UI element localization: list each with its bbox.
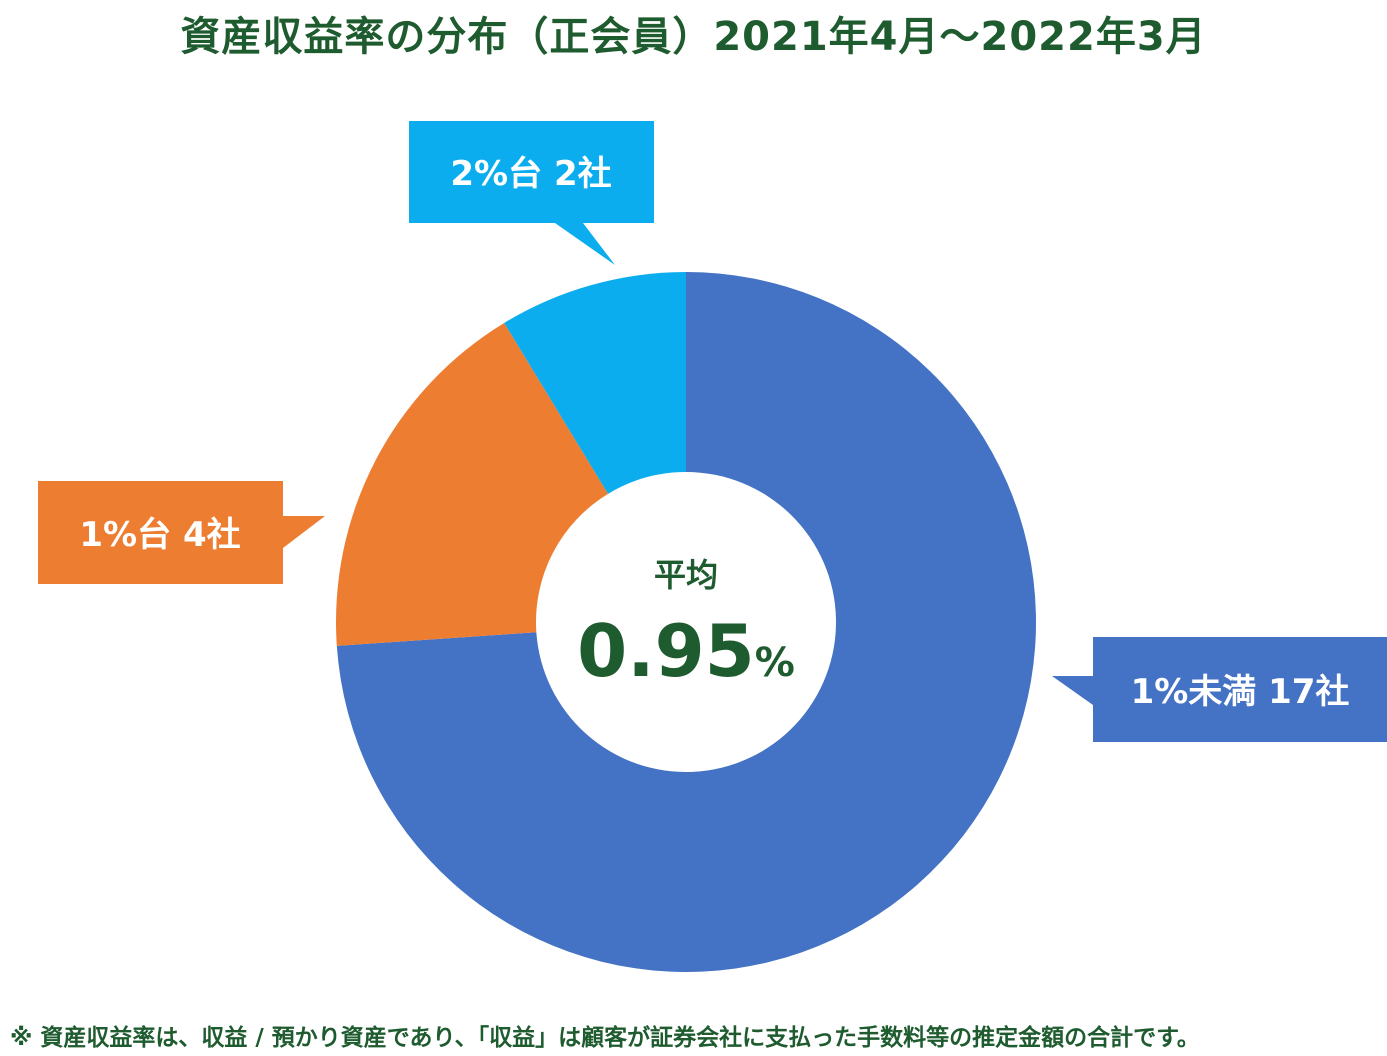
- footnote: ※ 資産収益率は、収益 / 預かり資産であり、「収益」は顧客が証券会社に支払った…: [10, 1025, 1200, 1051]
- callout-box-2pct: [409, 121, 654, 265]
- callout-label-lt1pct: 1%未満 17社: [1131, 672, 1350, 712]
- callouts: 1%未満 17社 1%台 4社 2%台 2社: [38, 121, 1387, 742]
- callout-1pct: 1%台 4社: [38, 481, 325, 584]
- callout-2pct: 2%台 2社: [409, 121, 654, 265]
- callout-label-2pct: 2%台 2社: [450, 154, 611, 194]
- slice-2pct: [504, 272, 686, 494]
- center-value-unit: %: [755, 640, 795, 686]
- slice-lt1pct: [336, 272, 1036, 973]
- center-value-number: 0.95: [577, 609, 755, 693]
- callout-box-lt1pct: [1052, 637, 1387, 742]
- donut-slices: [336, 272, 1036, 973]
- chart-title: 資産収益率の分布（正会員）2021年4月〜2022年3月: [180, 14, 1207, 60]
- center-value: 0.95%: [577, 609, 795, 693]
- callout-box-1pct: [38, 481, 325, 584]
- callout-lt1pct: 1%未満 17社: [1052, 637, 1387, 742]
- center-caption: 平均: [654, 556, 718, 594]
- slice-1pct: [336, 322, 609, 646]
- callout-label-1pct: 1%台 4社: [79, 515, 240, 555]
